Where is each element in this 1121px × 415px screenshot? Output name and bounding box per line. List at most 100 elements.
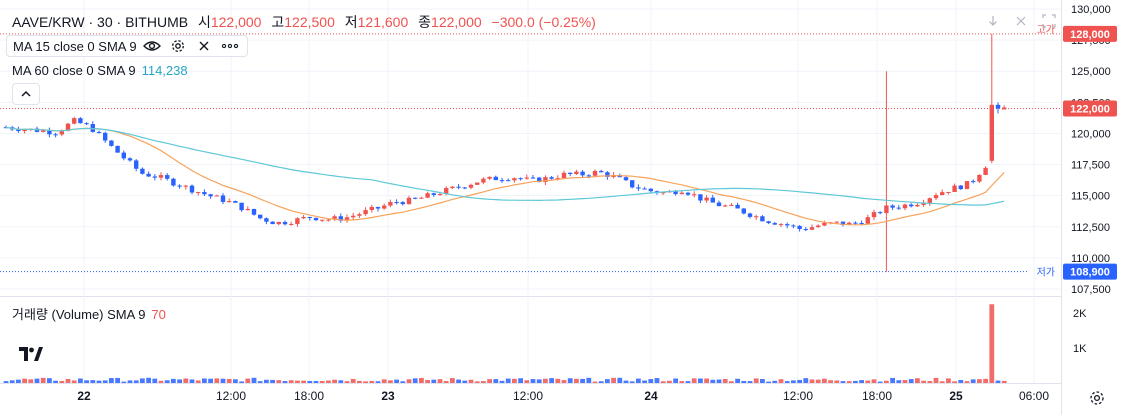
candle-body: [946, 191, 951, 193]
volume-bar: [939, 381, 945, 383]
volume-bar: [84, 380, 89, 383]
eye-icon[interactable]: [141, 36, 163, 56]
down-arrow-icon[interactable]: [982, 10, 1004, 32]
candle-body: [698, 194, 703, 201]
volume-bar: [474, 381, 480, 383]
chart-settings-button[interactable]: [1086, 387, 1108, 409]
candle-body: [320, 219, 325, 221]
candle-body: [630, 180, 635, 188]
collapse-legend-button[interactable]: [12, 83, 40, 105]
volume-bar: [505, 378, 511, 383]
volume-bar: [357, 380, 362, 383]
fullscreen-icon[interactable]: [1038, 10, 1060, 32]
volume-bar: [450, 378, 455, 383]
candle-body: [357, 214, 362, 216]
volume-bar: [778, 379, 784, 383]
volume-bar: [102, 380, 108, 383]
more-icon[interactable]: [219, 36, 241, 56]
time-axis-label: 18:00: [294, 389, 324, 403]
volume-bar: [189, 379, 195, 383]
volume-bar: [177, 379, 182, 383]
candle-body: [729, 204, 734, 206]
symbol-title: AAVE/KRW · 30 · BITHUMB: [12, 14, 189, 30]
tradingview-logo[interactable]: [14, 340, 48, 368]
candle-body: [258, 214, 263, 219]
volume-bar: [908, 379, 914, 383]
candle-body: [289, 223, 294, 225]
volume-bar: [487, 379, 492, 383]
volume-bar: [722, 378, 728, 383]
time-axis-label: 12:00: [216, 389, 246, 403]
candle-body: [661, 192, 666, 194]
candle-body: [964, 181, 970, 190]
candle-body: [995, 104, 1001, 109]
candle-body: [909, 204, 914, 207]
volume-bar: [828, 380, 833, 383]
time-axis-label: 22: [77, 389, 91, 403]
volume-axis-tick-label: 1K: [1073, 343, 1087, 355]
volume-bar: [642, 380, 647, 383]
candle-body: [202, 192, 207, 195]
candle-body: [47, 130, 52, 135]
candle-body: [270, 221, 275, 225]
volume-bar: [226, 378, 232, 383]
candle-body: [264, 218, 269, 222]
ma60-line: [5, 126, 1005, 206]
volume-legend: 거래량 (Volume) SMA 9 70: [12, 304, 166, 323]
volume-bar: [871, 379, 877, 383]
close-value: 122,000: [431, 14, 482, 30]
volume-bar: [902, 380, 908, 383]
candle-body: [741, 208, 746, 214]
volume-bar: [3, 381, 9, 383]
time-axis-label: 18:00: [862, 389, 892, 403]
volume-bar: [239, 381, 244, 383]
volume-bar: [288, 380, 294, 383]
candle-body: [468, 184, 474, 188]
candle-body: [568, 172, 573, 174]
candle-body: [561, 172, 567, 179]
candle-body: [109, 140, 114, 146]
volume-bar: [295, 380, 300, 383]
volume-bar: [654, 378, 660, 383]
gear-icon[interactable]: [167, 36, 189, 56]
volume-legend-value: 70: [151, 307, 166, 322]
chart-legend: AAVE/KRW · 30 · BITHUMB 시122,000 고122,50…: [12, 12, 596, 32]
volume-bar: [146, 377, 151, 383]
indicator-ma60-row[interactable]: MA 60 close 0 SMA 9 114,238: [12, 59, 188, 81]
volume-bar: [574, 378, 579, 383]
candle-body: [822, 222, 827, 226]
candle-body: [673, 191, 678, 195]
volume-bar: [580, 378, 585, 383]
high-price-badge: 128,000: [1070, 29, 1110, 41]
time-axis-label: 06:00: [1019, 389, 1049, 403]
volume-bar: [109, 378, 114, 383]
candle-body: [679, 192, 684, 195]
candle-body: [171, 178, 176, 186]
candle-body: [41, 130, 46, 132]
candle-body: [425, 193, 430, 198]
volume-bar: [741, 380, 747, 383]
price-axis-tick-label: 120,000: [1071, 128, 1111, 140]
price-axis-tick-label: 112,500: [1071, 222, 1110, 234]
candle-body: [586, 175, 591, 177]
candle-body: [710, 197, 715, 203]
high-label: 고: [271, 14, 285, 30]
volume-bar: [890, 377, 895, 383]
volume-bar: [53, 380, 58, 383]
candle-body: [233, 201, 238, 203]
volume-bar: [846, 381, 852, 383]
candle-body: [890, 205, 895, 208]
candle-body: [543, 177, 548, 183]
volume-bar: [803, 378, 809, 383]
candle-body: [363, 210, 368, 215]
close-icon[interactable]: [1010, 10, 1032, 32]
volume-bar: [158, 380, 164, 383]
volume-bar: [319, 380, 325, 383]
candle-body: [53, 134, 58, 136]
volume-bar: [716, 379, 722, 383]
close-icon[interactable]: [193, 36, 215, 56]
indicator-ma15-row[interactable]: MA 15 close 0 SMA 9: [6, 35, 248, 57]
volume-bar: [425, 380, 430, 383]
